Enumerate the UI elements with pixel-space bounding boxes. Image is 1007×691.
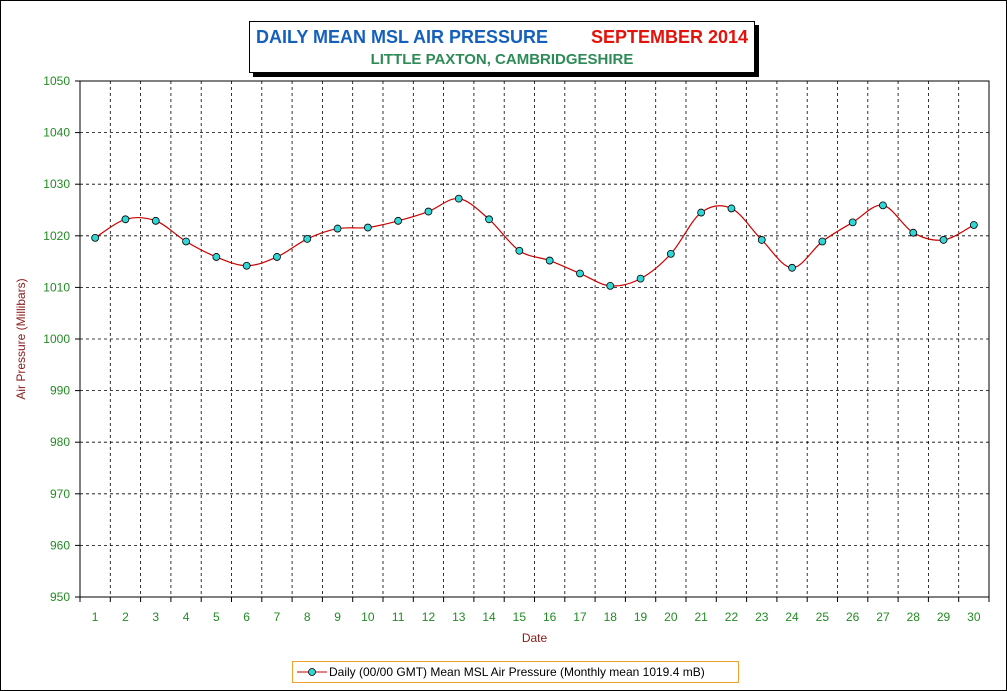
data-point (182, 237, 190, 246)
x-tick-label: 11 (392, 610, 405, 624)
x-tick-label: 19 (634, 610, 648, 624)
data-point (303, 234, 312, 243)
legend-line-marker-icon (297, 668, 327, 676)
x-tick-label: 16 (543, 610, 557, 624)
data-point (212, 253, 221, 261)
data-point (121, 215, 130, 224)
y-tick-label: 1030 (43, 177, 70, 191)
x-tick-label: 26 (846, 610, 860, 624)
data-point (818, 237, 827, 246)
data-point (333, 224, 342, 233)
x-tick-label: 29 (937, 610, 951, 624)
y-tick-label: 1000 (43, 332, 70, 346)
x-tick-label: 7 (274, 610, 281, 624)
data-point (91, 233, 100, 242)
x-tick-label: 6 (243, 610, 250, 624)
x-tick-label: 20 (664, 610, 678, 624)
y-tick-label: 1050 (43, 74, 70, 88)
x-axis-title: Date (522, 631, 548, 645)
y-tick-label: 970 (50, 487, 70, 501)
data-point (454, 194, 463, 203)
data-point (363, 223, 372, 232)
x-tick-label: 23 (755, 610, 769, 624)
data-point (576, 269, 584, 278)
y-tick-label: 950 (50, 590, 70, 604)
x-tick-label: 3 (152, 610, 159, 624)
x-tick-label: 15 (513, 610, 527, 624)
x-tick-label: 8 (304, 610, 311, 624)
data-point (939, 236, 948, 244)
data-point (666, 249, 675, 258)
x-tick-label: 2 (122, 610, 129, 624)
x-tick-label: 1 (92, 610, 99, 624)
data-point (242, 261, 251, 270)
data-point (848, 218, 857, 227)
y-tick-label: 1020 (43, 229, 70, 243)
data-point (151, 216, 160, 225)
y-tick-label: 990 (50, 384, 70, 398)
x-tick-label: 24 (785, 610, 799, 624)
y-tick-label: 1010 (43, 280, 70, 294)
legend-label: Daily (00/00 GMT) Mean MSL Air Pressure … (329, 665, 705, 679)
chart-month-title: SEPTEMBER 2014 (590, 27, 748, 47)
x-tick-label: 28 (907, 610, 921, 624)
data-point (485, 215, 493, 224)
chart-title-box: DAILY MEAN MSL AIR PRESSURE SEPTEMBER 20… (249, 21, 755, 73)
x-tick-label: 13 (452, 610, 466, 624)
data-point (606, 281, 615, 290)
data-point (545, 256, 554, 265)
x-tick-label: 12 (422, 610, 436, 624)
data-point (909, 228, 918, 237)
y-tick-label: 980 (50, 435, 70, 449)
y-axis-title: Air Pressure (Millibars) (14, 278, 28, 399)
data-point (424, 207, 433, 216)
chart-legend: Daily (00/00 GMT) Mean MSL Air Pressure … (292, 661, 739, 683)
data-point (757, 236, 766, 244)
x-tick-label: 27 (876, 610, 890, 624)
x-tick-label: 10 (361, 610, 375, 624)
x-tick-label: 14 (482, 610, 496, 624)
x-tick-label: 9 (334, 610, 341, 624)
x-tick-label: 22 (725, 610, 739, 624)
data-point (788, 263, 796, 272)
x-tick-label: 18 (604, 610, 618, 624)
x-tick-label: 5 (213, 610, 220, 624)
data-point (273, 253, 281, 261)
data-point (727, 204, 736, 213)
data-point (697, 208, 706, 217)
data-point (969, 221, 978, 229)
x-tick-label: 4 (183, 610, 190, 624)
data-point (515, 246, 524, 255)
x-tick-label: 30 (967, 610, 981, 624)
y-tick-label: 1040 (43, 126, 70, 140)
data-point (636, 274, 645, 283)
x-tick-label: 25 (816, 610, 830, 624)
x-tick-label: 21 (694, 610, 708, 624)
data-point (394, 216, 403, 225)
data-point (879, 201, 887, 210)
x-tick-label: 17 (573, 610, 587, 624)
chart-title: DAILY MEAN MSL AIR PRESSURE (256, 27, 549, 47)
chart-subtitle: LITTLE PAXTON, CAMBRIDGESHIRE (370, 51, 634, 68)
y-tick-label: 960 (50, 538, 70, 552)
